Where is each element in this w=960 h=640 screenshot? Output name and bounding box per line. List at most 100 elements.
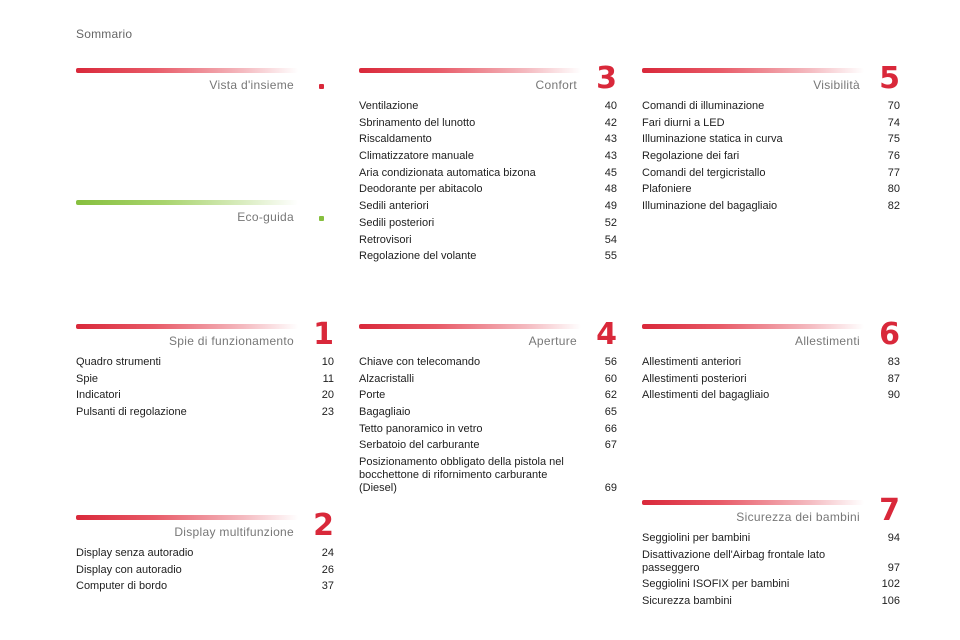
toc-entry[interactable]: Sicurezza bambini 106 xyxy=(642,595,900,608)
toc-list: Ventilazione 40 Sbrinamento del lunotto 42 R… xyxy=(359,100,617,267)
toc-entry[interactable]: Regolazione del volante 55 xyxy=(359,250,617,263)
toc-entry-page: 23 xyxy=(321,406,334,419)
toc-entry-page: 54 xyxy=(604,233,617,246)
toc-entry-page: 102 xyxy=(881,578,900,591)
toc-entry[interactable]: Posizionamento obbligato della pistola n… xyxy=(359,456,617,495)
toc-entry-page: 10 xyxy=(321,356,334,368)
toc-entry[interactable]: Illuminazione statica in curva 75 xyxy=(642,133,900,146)
toc-entry-page: 74 xyxy=(887,116,900,129)
toc-entry-page: 87 xyxy=(887,372,900,385)
section-title: Confort xyxy=(535,78,577,92)
toc-entry[interactable]: Serbatoio del carburante 67 xyxy=(359,439,617,452)
toc-entry[interactable]: Ventilazione 40 xyxy=(359,100,617,113)
toc-entry-label: Chiave con telecomando xyxy=(359,356,481,368)
toc-entry[interactable]: Seggiolini per bambini 94 xyxy=(642,532,900,545)
toc-entry[interactable]: Spie 11 xyxy=(76,373,334,386)
toc-list: Quadro strumenti 10 Spie 11 Indicatori 20 Puls… xyxy=(76,356,334,423)
section-bar xyxy=(76,515,298,520)
section-title: Spie di funzionamento xyxy=(168,334,294,348)
toc-entry[interactable]: Retrovisori 54 xyxy=(359,234,617,247)
toc-list: Display senza autoradio 24 Display con aut… xyxy=(76,547,334,597)
section-title: Eco-guida xyxy=(237,210,294,224)
toc-entry[interactable]: Quadro strumenti 10 xyxy=(76,356,334,369)
toc-entry[interactable]: Sedili anteriori 49 xyxy=(359,200,617,213)
toc-entry-label: Indicatori xyxy=(76,389,121,402)
toc-list: Allestimenti anteriori 83 Allestimenti pos… xyxy=(642,356,900,406)
toc-entry[interactable]: Bagagliaio 65 xyxy=(359,406,617,419)
toc-entry[interactable]: Allestimenti del bagagliaio 90 xyxy=(642,389,900,402)
toc-entry[interactable]: Fari diurni a LED 74 xyxy=(642,117,900,130)
toc-entry-label: Regolazione del volante xyxy=(359,250,477,263)
toc-entry[interactable]: Riscaldamento 43 xyxy=(359,133,617,146)
toc-entry[interactable]: Pulsanti di regolazione 23 xyxy=(76,406,334,419)
toc-list: Seggiolini per bambini 94 Disattivazione d… xyxy=(642,532,900,612)
toc-entry[interactable]: Disattivazione dell'Airbag frontale lato… xyxy=(642,549,900,575)
toc-entry[interactable]: Chiave con telecomando 56 xyxy=(359,356,617,369)
toc-entry[interactable]: Illuminazione del bagagliaio 82 xyxy=(642,200,900,213)
toc-entry-label: Deodorante per abitacolo xyxy=(359,183,483,196)
toc-entry[interactable]: Comandi del tergicristallo 77 xyxy=(642,167,900,180)
toc-entry-page: 40 xyxy=(604,100,617,112)
section-title: Visibilità xyxy=(813,78,860,92)
toc-entry-page: 66 xyxy=(604,422,617,435)
toc-entry[interactable]: Allestimenti posteriori 87 xyxy=(642,373,900,386)
section-title: Display multifunzione xyxy=(174,525,294,539)
toc-entry[interactable]: Aria condizionata automatica bizona 45 xyxy=(359,167,617,180)
toc-entry[interactable]: Allestimenti anteriori 83 xyxy=(642,356,900,369)
section-title: Aperture xyxy=(528,334,577,348)
toc-entry[interactable]: Indicatori 20 xyxy=(76,389,334,402)
toc-entry[interactable]: Computer di bordo 37 xyxy=(76,580,334,593)
toc-entry-label: Bagagliaio xyxy=(359,406,411,419)
toc-entry[interactable]: Climatizzatore manuale 43 xyxy=(359,150,617,163)
toc-entry[interactable]: Sedili posteriori 52 xyxy=(359,217,617,230)
toc-entry[interactable]: Seggiolini ISOFIX per bambini 102 xyxy=(642,578,900,591)
toc-entry-page: 43 xyxy=(604,150,617,163)
section-bar xyxy=(76,200,298,205)
section-title: Vista d'insieme xyxy=(209,78,294,92)
toc-entry[interactable]: Display senza autoradio 24 xyxy=(76,547,334,560)
toc-entry-page: 80 xyxy=(887,183,900,196)
toc-entry-page: 62 xyxy=(604,389,617,402)
section-number: 3 xyxy=(596,61,617,96)
section-bar xyxy=(642,500,864,505)
toc-entry-label: Sicurezza bambini xyxy=(642,595,732,608)
toc-entry[interactable]: Sbrinamento del lunotto 42 xyxy=(359,117,617,130)
toc-entry-label: Alzacristalli xyxy=(359,372,415,385)
toc-entry-label: Riscaldamento xyxy=(359,133,432,146)
section-title: Sicurezza dei bambini xyxy=(736,510,860,524)
toc-entry[interactable]: Alzacristalli 60 xyxy=(359,373,617,386)
toc-entry-page: 97 xyxy=(887,561,900,574)
toc-entry-label: Allestimenti del bagagliaio xyxy=(642,389,770,402)
toc-entry-page: 75 xyxy=(887,133,900,146)
toc-entry-page: 24 xyxy=(321,547,334,559)
toc-entry-page: 77 xyxy=(887,166,900,179)
toc-entry-label: Display senza autoradio xyxy=(76,547,194,559)
section-title: Allestimenti xyxy=(795,334,860,348)
toc-entry[interactable]: Deodorante per abitacolo 48 xyxy=(359,183,617,196)
green-dot-icon xyxy=(319,216,324,221)
toc-entry-page: 60 xyxy=(604,372,617,385)
page-label: Sommario xyxy=(76,27,133,41)
toc-entry-label: Seggiolini ISOFIX per bambini xyxy=(642,578,790,591)
toc-entry[interactable]: Tetto panoramico in vetro 66 xyxy=(359,423,617,436)
section-bar xyxy=(76,68,298,73)
toc-entry-page: 26 xyxy=(321,563,334,576)
red-dot-icon xyxy=(319,84,324,89)
toc-entry-label: Allestimenti posteriori xyxy=(642,372,747,385)
toc-entry[interactable]: Porte 62 xyxy=(359,389,617,402)
toc-entry-page: 52 xyxy=(604,216,617,229)
section-number: 6 xyxy=(879,317,900,352)
toc-entry[interactable]: Plafoniere 80 xyxy=(642,183,900,196)
toc-entry-label: Serbatoio del carburante xyxy=(359,439,480,452)
toc-entry-page: 37 xyxy=(321,580,334,593)
toc-entry[interactable]: Regolazione dei fari 76 xyxy=(642,150,900,163)
toc-entry[interactable]: Display con autoradio 26 xyxy=(76,564,334,577)
toc-entry-page: 82 xyxy=(887,200,900,213)
toc-entry-label: Comandi del tergicristallo xyxy=(642,166,766,179)
toc-entry-label: Comandi di illuminazione xyxy=(642,100,765,112)
toc-entry[interactable]: Comandi di illuminazione 70 xyxy=(642,100,900,113)
toc-entry-label: Computer di bordo xyxy=(76,580,168,593)
toc-entry-label: Regolazione dei fari xyxy=(642,150,740,163)
section-bar xyxy=(359,68,581,73)
toc-entry-page: 65 xyxy=(604,406,617,419)
